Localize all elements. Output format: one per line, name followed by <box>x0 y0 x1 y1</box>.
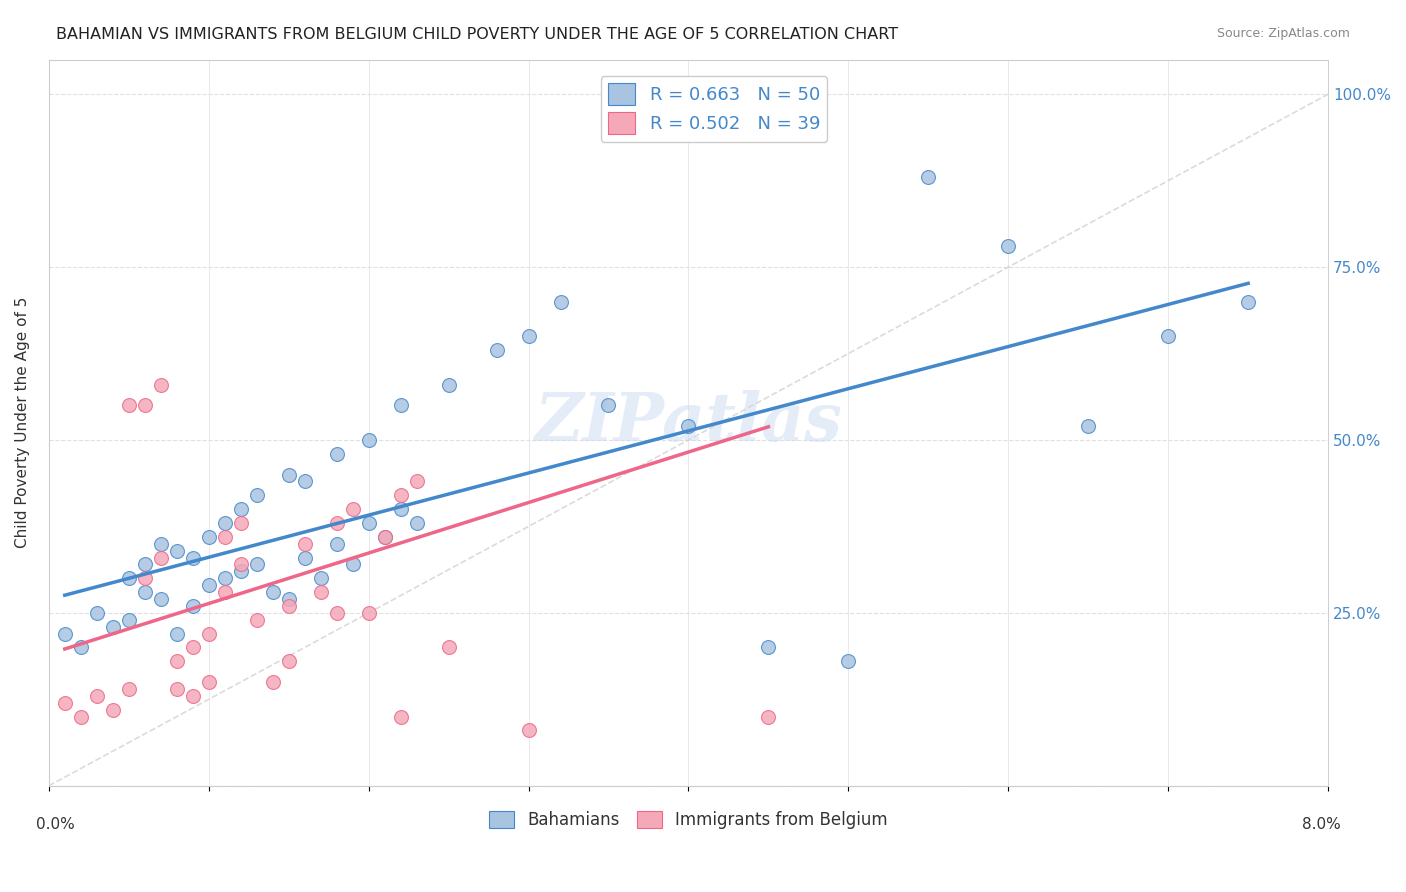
Point <box>325 447 347 461</box>
Point <box>598 398 620 412</box>
Point <box>118 398 141 412</box>
Point <box>598 121 620 136</box>
Point <box>246 488 269 502</box>
Point <box>166 681 188 696</box>
Text: BAHAMIAN VS IMMIGRANTS FROM BELGIUM CHILD POVERTY UNDER THE AGE OF 5 CORRELATION: BAHAMIAN VS IMMIGRANTS FROM BELGIUM CHIL… <box>56 27 898 42</box>
Legend: Bahamians, Immigrants from Belgium: Bahamians, Immigrants from Belgium <box>482 804 894 836</box>
Point <box>485 343 508 357</box>
Point <box>277 592 299 607</box>
Point <box>118 681 141 696</box>
Point <box>342 502 364 516</box>
Point <box>214 571 236 585</box>
Point <box>917 170 939 185</box>
Point <box>118 613 141 627</box>
Text: 8.0%: 8.0% <box>1302 817 1341 832</box>
Point <box>229 516 252 530</box>
Text: Source: ZipAtlas.com: Source: ZipAtlas.com <box>1216 27 1350 40</box>
Point <box>678 419 700 434</box>
Point <box>134 571 156 585</box>
Point <box>294 475 316 489</box>
Point <box>101 703 124 717</box>
Point <box>389 488 412 502</box>
Point <box>837 654 859 668</box>
Point <box>997 239 1019 253</box>
Point <box>197 626 219 640</box>
Point <box>277 654 299 668</box>
Point <box>1077 419 1099 434</box>
Point <box>181 599 204 613</box>
Point <box>149 592 172 607</box>
Text: 0.0%: 0.0% <box>37 817 75 832</box>
Point <box>134 585 156 599</box>
Point <box>229 558 252 572</box>
Point <box>181 550 204 565</box>
Point <box>277 599 299 613</box>
Point <box>405 475 427 489</box>
Point <box>294 537 316 551</box>
Point <box>86 606 108 620</box>
Point <box>309 571 332 585</box>
Point <box>262 675 284 690</box>
Point <box>214 516 236 530</box>
Point <box>86 689 108 703</box>
Point <box>181 640 204 655</box>
Point <box>166 543 188 558</box>
Point <box>101 620 124 634</box>
Point <box>325 516 347 530</box>
Point <box>214 530 236 544</box>
Point <box>118 571 141 585</box>
Point <box>357 606 380 620</box>
Point <box>357 433 380 447</box>
Point <box>134 398 156 412</box>
Point <box>229 502 252 516</box>
Point <box>405 516 427 530</box>
Point <box>758 640 780 655</box>
Point <box>389 502 412 516</box>
Y-axis label: Child Poverty Under the Age of 5: Child Poverty Under the Age of 5 <box>15 297 30 549</box>
Point <box>69 709 91 723</box>
Point <box>166 626 188 640</box>
Point <box>758 709 780 723</box>
Point <box>53 626 76 640</box>
Point <box>309 585 332 599</box>
Point <box>374 530 396 544</box>
Point <box>53 696 76 710</box>
Point <box>374 530 396 544</box>
Point <box>229 565 252 579</box>
Point <box>181 689 204 703</box>
Point <box>69 640 91 655</box>
Point <box>197 578 219 592</box>
Point <box>277 467 299 482</box>
Point <box>166 654 188 668</box>
Point <box>357 516 380 530</box>
Point <box>550 294 572 309</box>
Point <box>246 613 269 627</box>
Point <box>134 558 156 572</box>
Point <box>517 723 540 738</box>
Point <box>342 558 364 572</box>
Point <box>262 585 284 599</box>
Point <box>389 398 412 412</box>
Point <box>678 115 700 129</box>
Point <box>294 550 316 565</box>
Text: ZIPatlas: ZIPatlas <box>534 390 842 455</box>
Point <box>517 329 540 343</box>
Point <box>389 709 412 723</box>
Point <box>1237 294 1260 309</box>
Point <box>325 606 347 620</box>
Point <box>1157 329 1180 343</box>
Point <box>149 537 172 551</box>
Point <box>246 558 269 572</box>
Point <box>325 537 347 551</box>
Point <box>149 377 172 392</box>
Point <box>197 675 219 690</box>
Point <box>214 585 236 599</box>
Point <box>149 550 172 565</box>
Point <box>437 640 460 655</box>
Point <box>197 530 219 544</box>
Point <box>437 377 460 392</box>
